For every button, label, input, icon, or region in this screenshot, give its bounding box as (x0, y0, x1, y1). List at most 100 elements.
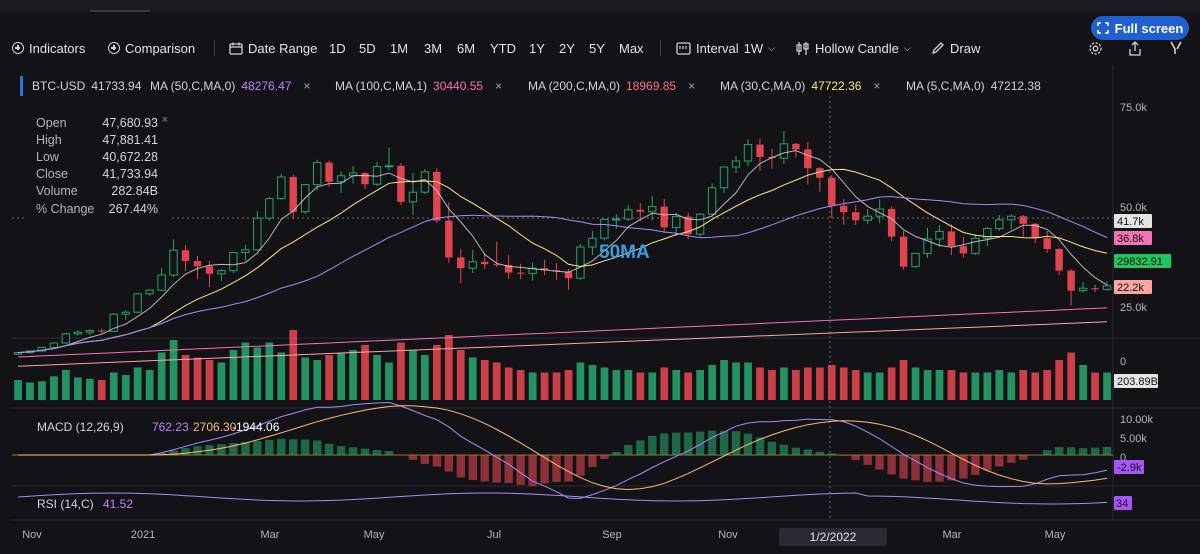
comparison-button[interactable]: Comparison (108, 38, 195, 58)
price-badge (1114, 231, 1152, 245)
share-button[interactable] (1128, 38, 1142, 58)
x-tick-label: Nov (718, 529, 738, 541)
macd-hist-bar (935, 455, 944, 482)
volume-bar (480, 360, 489, 400)
volume-bar (157, 352, 166, 400)
volume-bar (732, 362, 740, 400)
range-1m[interactable]: 1M (390, 40, 409, 56)
rsi-label: RSI (14,C) (37, 497, 94, 511)
macd-hist-bar (121, 455, 130, 456)
macd-hist-bar (61, 455, 71, 456)
chart-axes: MACD (12,26,9) 762.23 2706.30-1944.06 RSI (… (22, 102, 1172, 546)
fullscreen-button[interactable]: Full screen (1091, 16, 1189, 40)
ohlc-row-close: Close 41,733.94 (26, 166, 170, 183)
candle-body (504, 265, 513, 273)
date-range-button[interactable]: Date Range (229, 38, 317, 58)
candle-body (348, 172, 358, 177)
macd-hist-bar (1090, 447, 1100, 455)
candle-body (289, 177, 297, 212)
volume-bar (169, 340, 178, 400)
ma30-legend: MA (30,C,MA,0) 47722.36 × (720, 76, 880, 96)
macd-hist-bar (97, 455, 106, 456)
macd-hist-bar (265, 439, 274, 455)
macd-tick-label: 5.00k (1120, 433, 1147, 445)
volume-bar (265, 342, 274, 400)
x-tick-label: Mar (943, 529, 962, 541)
macd-badge (1114, 460, 1144, 474)
chart-style-dropdown[interactable]: Hollow Candle ⌵ (795, 38, 911, 58)
close-icon[interactable]: × (303, 79, 311, 93)
candle-body (731, 160, 741, 168)
volume-bar (768, 370, 776, 400)
range-1y[interactable]: 1Y (529, 40, 545, 56)
candle-body (98, 330, 106, 332)
plus-circle-icon (12, 42, 24, 54)
volume-bar (923, 370, 932, 400)
volume-bar (373, 355, 381, 400)
interval-icon (676, 41, 691, 55)
draw-button[interactable]: Draw (931, 38, 980, 58)
macd-hist-bar (684, 432, 693, 455)
macd-hist-bar (1043, 450, 1052, 455)
candle-body (995, 219, 1004, 230)
candle-body (756, 144, 764, 157)
interval-dropdown[interactable]: Interval 1W ⌵ (676, 38, 775, 58)
macd-hist-bar (600, 455, 609, 459)
macd-hist-bar (959, 455, 968, 479)
macd-hist-bar (1007, 455, 1016, 463)
volume-bar (421, 355, 429, 400)
volume-zero-tick: 0 (1120, 356, 1126, 368)
settings-button[interactable] (1088, 38, 1103, 58)
ohlc-row-change: % Change 267.44% (26, 200, 170, 217)
volume-bar (145, 370, 154, 400)
candle-body (336, 175, 346, 183)
range-1d[interactable]: 1D (329, 40, 346, 56)
close-icon[interactable]: × (495, 79, 503, 93)
x-tick-label: May (364, 529, 385, 541)
macd-signal-line (18, 405, 1108, 491)
candle-body (743, 144, 753, 162)
candle-body (648, 206, 657, 213)
candle-body (109, 313, 118, 332)
candle-body (576, 246, 585, 279)
volume-bar (887, 367, 896, 400)
volume-bar (780, 367, 788, 400)
close-icon[interactable]: × (873, 79, 881, 93)
close-icon[interactable]: × (161, 114, 168, 126)
annotation-50ma: 50MA (599, 242, 650, 263)
range-3m[interactable]: 3M (424, 40, 443, 56)
macd-hist-bar (468, 455, 477, 481)
range-5y[interactable]: 5Y (589, 40, 605, 56)
volume-bar (756, 367, 764, 400)
range-2y[interactable]: 2Y (559, 40, 575, 56)
ma-label: MA (30,C,MA,0) (720, 79, 806, 93)
candle-body (181, 250, 190, 261)
volume-bar (217, 362, 226, 400)
ma50-line (17, 196, 1108, 354)
ma-lines: 50MA (17, 150, 1108, 505)
yahoo-logo-button[interactable] (1168, 38, 1184, 58)
macd-hist-bar (779, 444, 789, 455)
range-ytd[interactable]: YTD (490, 40, 516, 56)
volume-bar (229, 350, 238, 400)
macd-hist-bar (947, 455, 956, 481)
ohlc-key: Close (36, 167, 68, 182)
range-6m[interactable]: 6M (457, 40, 476, 56)
price-tick-label: 75.0k (1120, 102, 1147, 114)
volume-bar (899, 360, 908, 400)
indicators-button[interactable]: Indicators (12, 38, 85, 58)
volume-bar (86, 378, 94, 401)
range-max[interactable]: Max (619, 40, 644, 56)
macd-hist-bar (49, 455, 59, 456)
close-icon[interactable]: × (688, 79, 696, 93)
macd-hist-bar (13, 455, 23, 456)
macd-hist-bar (205, 445, 214, 455)
range-5d[interactable]: 5D (359, 40, 376, 56)
volume-bar (660, 367, 669, 400)
ohlc-row-high: High 47,881.41 (26, 131, 170, 148)
ma30-line (17, 168, 1108, 354)
candle-body (624, 209, 633, 220)
candle-body (301, 184, 310, 213)
macd-hist-bar (384, 451, 394, 455)
volume-bar (289, 330, 298, 400)
